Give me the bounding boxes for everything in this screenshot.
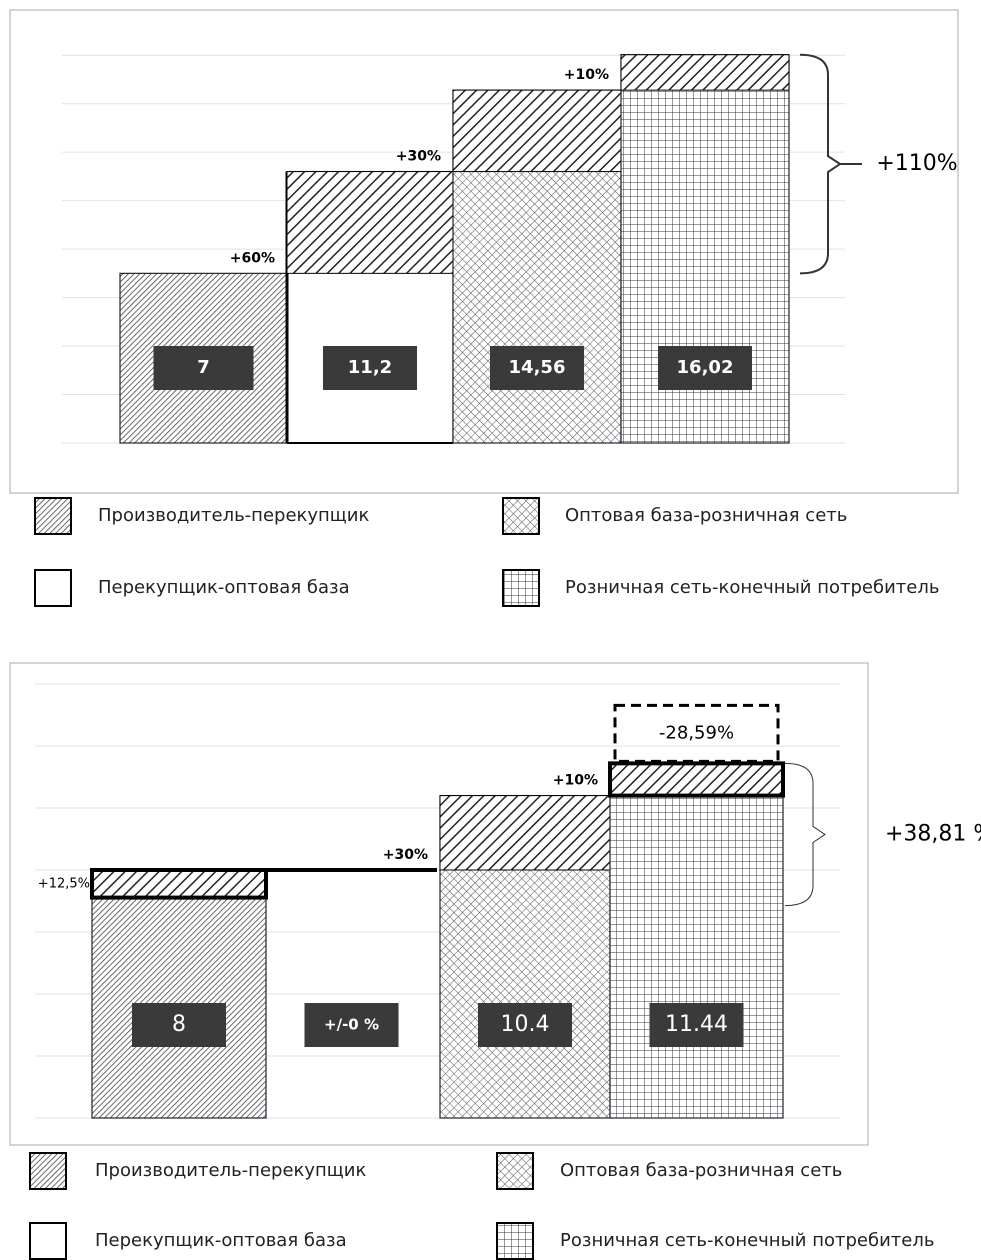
legend-label: Перекупщик-оптовая база (98, 577, 350, 598)
value-box (304, 1003, 399, 1047)
value-box (478, 1003, 572, 1047)
markup-label: +10% (553, 773, 598, 789)
legend-swatch (34, 497, 72, 535)
frame (9, 662, 869, 1146)
legend-label: Производитель-перекупщик (95, 1160, 366, 1181)
legend-label: Розничная сеть-конечный потребитель (565, 577, 939, 598)
markup-label: +10% (564, 67, 609, 83)
value-label: 16,02 (677, 357, 734, 378)
legend-swatch (496, 1152, 534, 1190)
markup-segment (608, 761, 785, 798)
legend-label: Производитель-перекупщик (98, 505, 369, 526)
reduction-box (613, 703, 780, 763)
total-label: +38,81 % (885, 821, 981, 846)
value-box (490, 346, 584, 390)
bracket (799, 53, 842, 275)
legend-swatch (496, 1222, 534, 1260)
frame (9, 9, 959, 494)
markup-segment (286, 171, 454, 274)
value-label: 14,56 (509, 357, 566, 378)
markup-segment (90, 868, 268, 900)
legend-swatch (502, 497, 540, 535)
value-label: 8 (172, 1012, 186, 1037)
markup-label: +12,5% (38, 876, 90, 891)
legend-swatch (34, 569, 72, 607)
value-box (153, 346, 254, 390)
legend-swatch (29, 1152, 67, 1190)
value-label: +/-0 % (324, 1016, 379, 1034)
total-label: +110% (876, 151, 957, 176)
reduction-label: -28,59% (659, 722, 734, 743)
value-box (132, 1003, 226, 1047)
value-box (323, 346, 417, 390)
value-label: 10.4 (501, 1012, 550, 1037)
markup-label: +30% (396, 149, 441, 165)
markup-label: +60% (230, 250, 275, 266)
value-box (658, 346, 752, 390)
value-label: 7 (197, 357, 210, 378)
legend-label: Перекупщик-оптовая база (95, 1230, 347, 1251)
markup-label: +30% (383, 847, 428, 863)
bar (609, 762, 784, 1119)
legend-swatch (29, 1222, 67, 1260)
legend-label: Оптовая база-розничная сеть (565, 505, 847, 526)
markup-segment (620, 54, 790, 91)
value-label: 11,2 (348, 357, 392, 378)
legend-swatch (502, 569, 540, 607)
legend-label: Розничная сеть-конечный потребитель (560, 1230, 934, 1251)
bracket (784, 762, 826, 907)
markup-segment (439, 795, 611, 871)
value-label: 11.44 (665, 1012, 728, 1037)
bar (91, 869, 267, 1119)
value-box (649, 1003, 744, 1047)
markup-segment (452, 89, 622, 173)
legend-label: Оптовая база-розничная сеть (560, 1160, 842, 1181)
